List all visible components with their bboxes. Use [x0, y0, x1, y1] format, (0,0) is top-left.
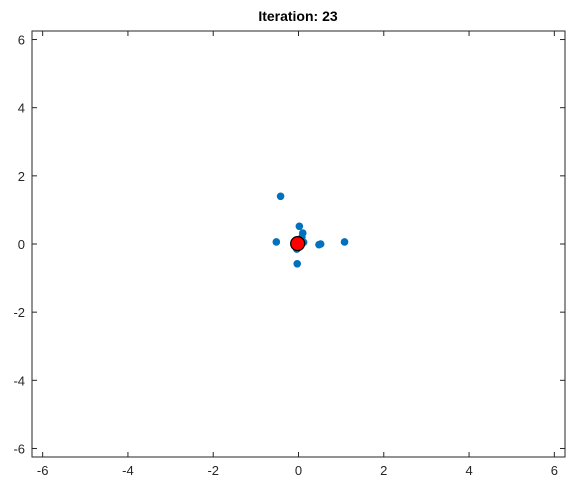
data-point [276, 192, 285, 201]
y-tick-label: -2 [13, 305, 25, 320]
y-tick-label: 4 [18, 101, 25, 116]
data-point [272, 238, 281, 246]
chart-title: Iteration: 23 [258, 8, 338, 24]
x-tick-label: 4 [465, 463, 472, 478]
y-tick-label: 0 [18, 237, 25, 252]
data-points [272, 192, 349, 268]
y-tick-label: -6 [13, 441, 25, 456]
data-point [316, 240, 325, 248]
y-tick-label: -4 [13, 373, 25, 388]
data-point [340, 238, 349, 246]
axis-ticks: -6 -4 -2 0 2 4 6 -6 -4 -2 0 2 4 6 [13, 31, 565, 478]
x-tick-label: 6 [551, 463, 558, 478]
x-tick-label: 0 [295, 463, 302, 478]
y-tick-label: 2 [18, 169, 25, 184]
data-point [295, 222, 304, 231]
data-point [293, 259, 302, 268]
y-tick-label: 6 [18, 33, 25, 48]
x-tick-label: -6 [37, 463, 49, 478]
center-point [290, 236, 306, 252]
x-tick-label: -2 [207, 463, 219, 478]
x-tick-label: -4 [122, 463, 134, 478]
x-tick-label: 2 [380, 463, 387, 478]
